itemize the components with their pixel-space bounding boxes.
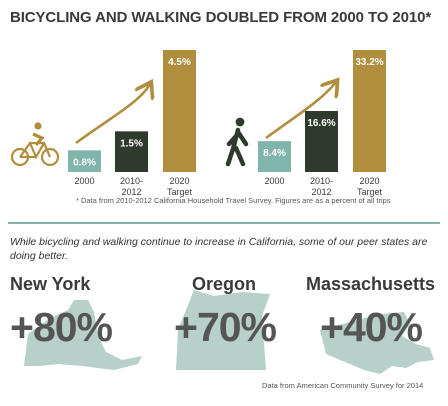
walking-bar-2010-2012	[305, 111, 338, 172]
massachusetts-map-icon	[320, 312, 434, 374]
bicycling-value-label: 4.5%	[168, 57, 191, 68]
source-note: Data from American Community Survey for …	[262, 381, 424, 390]
mode-share-charts: 0.8% 2000 1.5% 2010-2012 4.5% 2020 Target 8.4%…	[10, 50, 386, 197]
state-name: Massachusetts	[306, 274, 436, 294]
walking-bars: 8.4% 2000 16.6% 2010-2012 33.2% 2020 Target	[258, 50, 386, 197]
bicycling-value-label: 1.5%	[120, 138, 143, 149]
state-value: +80%	[10, 304, 113, 350]
state-name: New York	[10, 274, 91, 294]
bicycling-bars: 0.8% 2000 1.5% 2010-2012 4.5% 2020 Target	[68, 50, 196, 197]
footnote: * Data from 2010-2012 California Househo…	[76, 196, 391, 205]
walking-value-label: 33.2%	[355, 57, 383, 68]
walking-category-label: 2000	[264, 176, 284, 186]
bicycle-icon	[10, 122, 60, 167]
pedestrian-icon	[225, 117, 249, 167]
walking-value-label: 16.6%	[307, 118, 335, 129]
walking-value-label: 8.4%	[263, 148, 286, 159]
new-york-map-icon	[24, 300, 142, 370]
bicycling-category-label: 2010-2012	[120, 176, 143, 197]
bicycling-value-label: 0.8%	[73, 157, 96, 168]
intro-text: While bicycling and walking continue to …	[10, 236, 428, 262]
state-new-york: New York +80%	[10, 270, 160, 380]
state-value: +40%	[320, 304, 423, 350]
bicycling-bar-2000	[68, 150, 101, 172]
state-value: +70%	[174, 304, 277, 350]
growth-arrow-bicycling	[75, 84, 150, 145]
bicycling-category-label: 2000	[74, 176, 94, 186]
state-oregon: Oregon +70%	[166, 270, 316, 380]
oregon-map-icon	[176, 290, 270, 370]
walking-category-label: 2010-2012	[310, 176, 333, 197]
growth-arrow-walking	[265, 82, 336, 140]
bicycling-bar-2020-target	[163, 50, 196, 172]
walking-category-label: 2020 Target	[357, 176, 383, 197]
bicycling-bar-2010-2012	[115, 131, 148, 172]
bicycling-category-label: 2020 Target	[167, 176, 193, 197]
walking-bar-2000	[258, 141, 291, 172]
walking-bar-2020-target	[353, 50, 386, 172]
chart-title: BICYCLING AND WALKING DOUBLED FROM 2000 …	[10, 9, 432, 26]
section-divider	[8, 222, 440, 224]
state-name: Oregon	[192, 274, 257, 294]
state-massachusetts: Massachusetts +40%	[306, 270, 448, 380]
